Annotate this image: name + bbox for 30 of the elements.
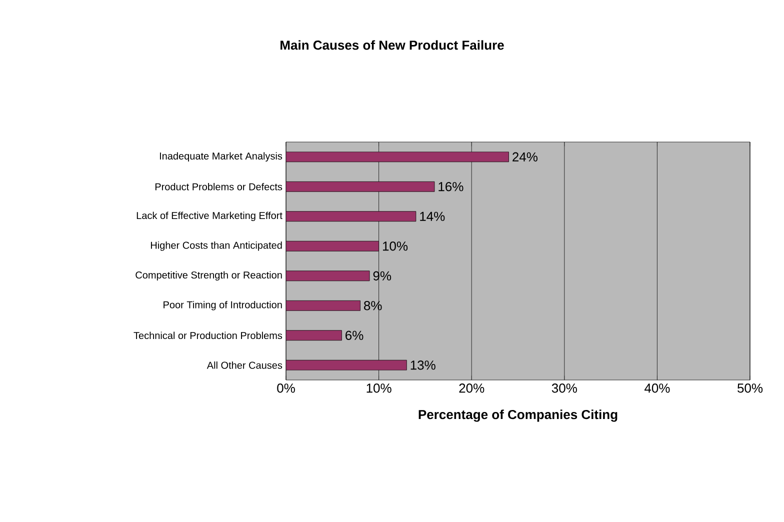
y-tick-label: Lack of Effective Marketing Effort: [136, 212, 282, 222]
y-tick-label: Poor Timing of Introduction: [164, 300, 282, 310]
y-tick-label: Product Problems or Defects: [155, 182, 282, 190]
bar: [286, 181, 435, 192]
bar: [286, 152, 509, 162]
x-tick-label: 30%: [552, 384, 577, 393]
data-label: 16%: [438, 182, 464, 192]
bar: [286, 360, 407, 370]
bar: [286, 211, 416, 222]
y-tick-label: Higher Costs than Anticipated: [150, 241, 282, 251]
data-label: 6%: [346, 330, 364, 340]
bar: [286, 270, 370, 282]
bar: [286, 330, 342, 341]
y-tick-label: Technical or Production Problems: [134, 332, 282, 340]
x-tick-label: 0%: [277, 384, 295, 393]
x-tick-label: 40%: [644, 384, 670, 393]
x-tick-label: 10%: [366, 384, 392, 393]
data-label: 14%: [420, 212, 445, 221]
chart-title: Main Causes of New Product Failure: [280, 40, 504, 50]
data-label: 10%: [382, 242, 408, 251]
x-axis-title: Percentage of Companies Citing: [418, 410, 618, 422]
y-tick-label: Competitive Strength or Reaction: [136, 271, 282, 281]
bar: [286, 300, 360, 311]
y-tick-label: Inadequate Market Analysis: [160, 152, 282, 162]
x-tick-label: 20%: [459, 384, 484, 393]
data-label: 13%: [410, 360, 436, 370]
y-tick-label: All Other Causes: [206, 361, 282, 369]
data-label: 24%: [512, 152, 538, 162]
x-tick-label: 50%: [738, 384, 763, 393]
bar: [286, 240, 379, 252]
